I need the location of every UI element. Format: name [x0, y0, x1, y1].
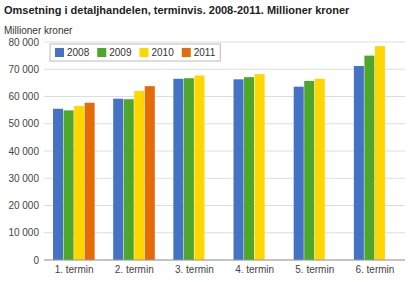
bar	[124, 99, 134, 260]
bar	[194, 76, 204, 260]
y-tick-label: 70 000	[8, 64, 39, 75]
bar	[74, 106, 84, 260]
bar	[315, 79, 325, 260]
bar	[64, 110, 74, 260]
bar	[244, 77, 254, 260]
legend-label: 2009	[109, 47, 132, 58]
x-axis-line	[44, 260, 405, 261]
grid-line	[44, 205, 405, 206]
y-tick-label: 20 000	[8, 200, 39, 211]
y-tick-label: 80 000	[8, 37, 39, 48]
legend-swatch	[55, 48, 64, 57]
y-tick-label: 0	[33, 255, 39, 266]
bar	[85, 103, 95, 260]
grid-line	[44, 260, 405, 261]
y-tick-label: 50 000	[8, 118, 39, 129]
y-tick-label: 30 000	[8, 173, 39, 184]
bar	[304, 81, 314, 260]
x-tick-label: 5. termin	[295, 264, 334, 275]
bar	[145, 86, 155, 260]
grid-line	[44, 96, 405, 97]
legend-label: 2011	[194, 47, 216, 58]
x-tick-label: 1. termin	[55, 264, 94, 275]
legend-label: 2008	[67, 47, 90, 58]
bar	[134, 91, 144, 260]
legend-swatch	[97, 48, 106, 57]
y-tick-label: 60 000	[8, 91, 39, 102]
bar	[255, 74, 265, 260]
bar	[294, 87, 304, 260]
x-tick-label: 4. termin	[235, 264, 274, 275]
bar	[234, 79, 244, 260]
bar	[184, 78, 194, 260]
legend: 2008 2009 2010 2011	[50, 44, 220, 61]
grid-line	[44, 232, 405, 233]
grid-line	[44, 42, 405, 43]
x-tick-label: 3. termin	[175, 264, 214, 275]
title: Omsetning i detaljhandelen, terminvis. 2…	[4, 4, 350, 16]
grid-line	[44, 151, 405, 152]
bar	[53, 109, 63, 260]
grid-line	[44, 69, 405, 70]
bar	[375, 46, 385, 260]
bar	[354, 66, 364, 260]
y-axis-label: Millioner kroner	[4, 25, 73, 36]
legend-swatch	[140, 48, 149, 57]
grid	[44, 42, 405, 260]
legend-box	[50, 44, 220, 61]
y-tick-label: 40 000	[8, 146, 39, 157]
x-tick-label: 2. termin	[115, 264, 154, 275]
legend-label: 2010	[152, 47, 175, 58]
grid-line	[44, 123, 405, 124]
x-tick-label: 6. termin	[355, 264, 394, 275]
grid-line	[44, 178, 405, 179]
bar	[173, 79, 183, 260]
bar	[364, 56, 374, 260]
bar	[113, 99, 123, 260]
y-tick-label: 10 000	[8, 227, 39, 238]
legend-swatch	[182, 48, 191, 57]
chart: Omsetning i detaljhandelen, terminvis. 2…	[0, 0, 413, 282]
